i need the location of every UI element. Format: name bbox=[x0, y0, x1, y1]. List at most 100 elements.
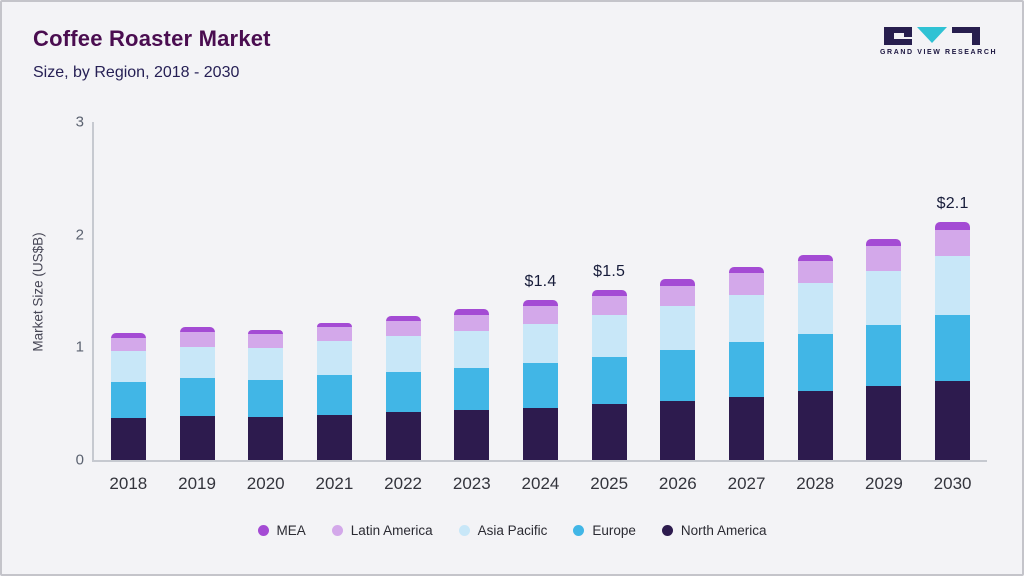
segment-north-america bbox=[866, 386, 902, 460]
segment-mea bbox=[454, 309, 490, 315]
segment-latin-america bbox=[591, 295, 627, 315]
legend-dot-latin-america bbox=[331, 525, 343, 536]
segment-asia-pacific bbox=[385, 336, 421, 372]
segment-asia-pacific bbox=[866, 270, 902, 326]
y-axis-label: Market Size (US$B) bbox=[30, 232, 46, 352]
segment-mea bbox=[248, 329, 284, 335]
segment-europe bbox=[248, 379, 284, 417]
segment-mea bbox=[660, 278, 696, 286]
segment-asia-pacific bbox=[522, 324, 558, 363]
chart-subtitle: Size, by Region, 2018 - 2030 bbox=[33, 64, 240, 81]
legend-item-north-america: North America bbox=[661, 523, 767, 538]
bar-column-2020: 2020 bbox=[233, 122, 299, 493]
segment-north-america bbox=[935, 380, 971, 460]
segment-north-america bbox=[591, 404, 627, 460]
x-tick-label-2028: 2028 bbox=[796, 474, 835, 493]
segment-north-america bbox=[110, 418, 146, 460]
segment-asia-pacific bbox=[660, 305, 696, 351]
segment-north-america bbox=[316, 414, 352, 460]
segment-asia-pacific bbox=[316, 341, 352, 376]
y-tick-label-1: 1 bbox=[75, 338, 84, 356]
bar-stack-2030 bbox=[935, 222, 971, 460]
logo-wordmark: GRAND VIEW RESEARCH bbox=[880, 49, 998, 56]
segment-latin-america bbox=[316, 327, 352, 342]
bar-stack-2027 bbox=[729, 267, 765, 460]
segment-asia-pacific bbox=[591, 314, 627, 357]
legend-dot-asia-pacific bbox=[458, 525, 470, 536]
bar-stack-2019 bbox=[179, 327, 215, 460]
x-tick-label-2023: 2023 bbox=[452, 474, 491, 493]
segment-europe bbox=[935, 314, 971, 381]
legend-label: Latin America bbox=[350, 523, 433, 538]
segment-europe bbox=[316, 375, 352, 415]
x-tick-label-2022: 2022 bbox=[384, 474, 422, 493]
segment-asia-pacific bbox=[179, 346, 215, 379]
bar-column-2022: 2022 bbox=[370, 122, 436, 493]
legend-item-europe: Europe bbox=[573, 523, 636, 538]
segment-asia-pacific bbox=[935, 256, 971, 315]
x-tick-label-2019: 2019 bbox=[178, 474, 216, 493]
bar-column-2021: 2021 bbox=[301, 122, 367, 493]
segment-mea bbox=[729, 267, 765, 274]
x-tick-label-2024: 2024 bbox=[521, 474, 560, 493]
segment-latin-america bbox=[729, 273, 765, 295]
bar-stack-2021 bbox=[316, 322, 352, 460]
segment-europe bbox=[454, 368, 490, 411]
y-tick-label-0: 0 bbox=[75, 451, 84, 469]
segment-latin-america bbox=[248, 334, 284, 348]
segment-north-america bbox=[248, 416, 284, 460]
bar-stack-2026 bbox=[660, 278, 696, 460]
plot-area: 0 1 2 3 2018 2019 2020 2021 2022 2023 $1.4 2024 $1.5… bbox=[76, 114, 987, 493]
segment-mea bbox=[385, 316, 421, 321]
segment-north-america bbox=[660, 401, 696, 460]
segment-europe bbox=[729, 342, 765, 397]
bar-stack-2020 bbox=[248, 329, 284, 460]
bar-column-2029: 2029 bbox=[851, 122, 917, 493]
segment-europe bbox=[660, 350, 696, 402]
segment-asia-pacific bbox=[248, 347, 284, 380]
segment-europe bbox=[179, 378, 215, 416]
segment-europe bbox=[591, 356, 627, 405]
segment-north-america bbox=[454, 410, 490, 460]
segment-north-america bbox=[797, 390, 833, 460]
segment-north-america bbox=[179, 415, 215, 460]
segment-europe bbox=[385, 371, 421, 413]
legend-dot-mea bbox=[257, 525, 269, 536]
value-annotation-2024: $1.4 bbox=[524, 273, 557, 291]
segment-asia-pacific bbox=[797, 283, 833, 335]
legend-label: Asia Pacific bbox=[477, 523, 548, 538]
segment-mea bbox=[316, 322, 352, 328]
legend: MEA Latin America Asia Pacific Europe North … bbox=[2, 523, 1022, 538]
segment-latin-america bbox=[935, 229, 971, 257]
segment-latin-america bbox=[454, 314, 490, 331]
chart-title: Coffee Roaster Market bbox=[33, 26, 271, 51]
segment-europe bbox=[110, 381, 146, 419]
x-tick-label-2021: 2021 bbox=[315, 474, 354, 493]
segment-north-america bbox=[385, 412, 421, 460]
legend-dot-europe bbox=[573, 525, 585, 536]
legend-label: Europe bbox=[592, 523, 636, 538]
segment-latin-america bbox=[385, 320, 421, 337]
x-tick-label-2027: 2027 bbox=[727, 474, 766, 493]
value-annotation-2025: $1.5 bbox=[593, 263, 626, 281]
legend-item-latin-america: Latin America bbox=[331, 523, 433, 538]
bar-column-2018: 2018 bbox=[95, 122, 161, 493]
x-tick-label-2018: 2018 bbox=[109, 474, 148, 493]
segment-latin-america bbox=[866, 245, 902, 271]
segment-north-america bbox=[522, 407, 558, 460]
segment-europe bbox=[866, 325, 902, 387]
bar-column-2024: $1.4 2024 bbox=[507, 122, 573, 493]
segment-latin-america bbox=[660, 285, 696, 306]
bar-column-2023: 2023 bbox=[439, 122, 505, 493]
legend-dot-north-america bbox=[661, 525, 673, 536]
segment-mea bbox=[935, 222, 971, 230]
bar-stack-2022 bbox=[385, 316, 421, 460]
y-tick-label-3: 3 bbox=[75, 113, 84, 131]
bar-column-2026: 2026 bbox=[645, 122, 711, 493]
bar-column-2019: 2019 bbox=[164, 122, 230, 493]
segment-mea bbox=[591, 290, 627, 296]
bar-stack-2024 bbox=[522, 300, 558, 460]
bar-stack-2018 bbox=[110, 333, 146, 460]
legend-label: North America bbox=[680, 523, 767, 538]
segment-latin-america bbox=[110, 337, 146, 352]
